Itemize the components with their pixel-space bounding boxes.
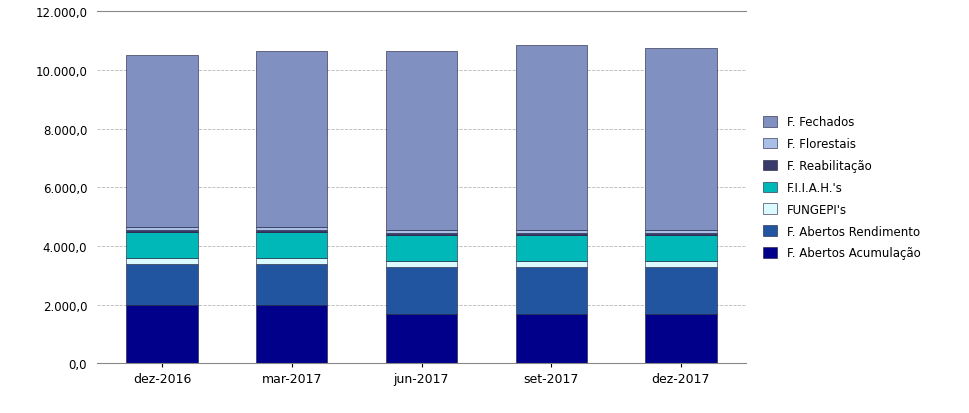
Bar bbox=[645, 314, 717, 363]
Bar bbox=[256, 230, 328, 233]
Bar bbox=[516, 268, 587, 314]
Bar bbox=[256, 52, 328, 228]
Legend: F. Fechados, F. Florestais, F. Reabilitação, F.I.I.A.H.'s, FUNGEPI's, F. Abertos: F. Fechados, F. Florestais, F. Reabilita… bbox=[759, 112, 925, 264]
Bar bbox=[645, 235, 717, 261]
Bar bbox=[126, 265, 198, 305]
Bar bbox=[386, 268, 457, 314]
Bar bbox=[256, 265, 328, 305]
Bar bbox=[126, 230, 198, 233]
Bar bbox=[516, 46, 587, 230]
Bar bbox=[256, 228, 328, 230]
Bar bbox=[645, 230, 717, 233]
Bar bbox=[126, 56, 198, 228]
Bar bbox=[386, 52, 457, 230]
Bar bbox=[386, 230, 457, 233]
Bar bbox=[386, 233, 457, 235]
Bar bbox=[645, 233, 717, 235]
Bar bbox=[645, 49, 717, 230]
Bar bbox=[516, 230, 587, 233]
Bar bbox=[386, 314, 457, 363]
Bar bbox=[126, 258, 198, 265]
Bar bbox=[256, 305, 328, 363]
Bar bbox=[126, 233, 198, 258]
Bar bbox=[256, 233, 328, 258]
Bar bbox=[516, 261, 587, 268]
Bar bbox=[386, 235, 457, 261]
Bar bbox=[645, 261, 717, 268]
Bar bbox=[126, 305, 198, 363]
Bar bbox=[516, 314, 587, 363]
Bar bbox=[516, 235, 587, 261]
Bar bbox=[126, 228, 198, 230]
Bar bbox=[256, 258, 328, 265]
Bar bbox=[645, 268, 717, 314]
Bar bbox=[386, 261, 457, 268]
Bar bbox=[516, 233, 587, 235]
